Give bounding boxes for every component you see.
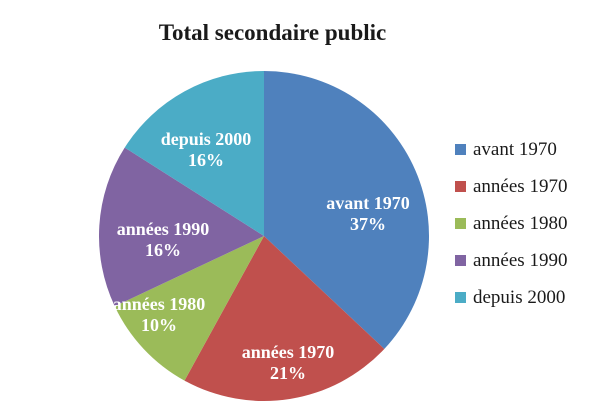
slice-label-name: années 1980 (112, 294, 206, 314)
pie-slice-années-1980 (114, 236, 264, 381)
legend-label: années 1990 (473, 249, 568, 271)
pie-slice-années-1970 (184, 236, 385, 401)
legend-item: depuis 2000 (455, 287, 567, 308)
slice-label-name: années 1970 (241, 342, 335, 362)
slice-label-avant-1970: avant 1970 37% (326, 193, 410, 235)
legend-label: depuis 2000 (473, 286, 566, 308)
slice-label-percent: 16% (188, 150, 224, 170)
legend-item: années 1990 (455, 250, 567, 271)
legend-item: années 1970 (455, 176, 567, 197)
legend-swatch-annees-1980 (455, 218, 466, 229)
slice-label-depuis-2000: depuis 2000 16% (161, 129, 252, 171)
pie-plot-area (99, 71, 429, 401)
legend-label: années 1970 (473, 175, 568, 197)
slice-label-percent: 16% (144, 240, 181, 260)
slice-label-percent: 10% (140, 315, 177, 335)
pie-slice-années-1990 (99, 147, 264, 307)
legend-swatch-depuis-2000 (455, 292, 466, 303)
slice-label-name: années 1990 (116, 219, 210, 239)
legend-item: avant 1970 (455, 139, 567, 160)
slice-label-percent: 37% (349, 214, 386, 234)
legend: avant 1970 années 1970 années 1980 année… (455, 139, 567, 308)
legend-label: avant 1970 (473, 138, 557, 160)
slice-label-annees-1970: années 1970 21% (242, 342, 335, 384)
pie-slice-avant-1970 (264, 71, 429, 349)
slice-label-name: depuis 2000 (160, 129, 252, 149)
slice-label-name: avant 1970 (326, 193, 410, 213)
slice-label-annees-1980: années 1980 10% (113, 294, 206, 336)
slice-label-percent: 21% (269, 363, 306, 383)
legend-swatch-annees-1970 (455, 181, 466, 192)
chart-title: Total secondaire public (158, 20, 387, 45)
legend-label: années 1980 (473, 212, 568, 234)
pie-slice-depuis-2000 (124, 71, 264, 236)
legend-item: années 1980 (455, 213, 567, 234)
slice-label-annees-1990: années 1990 16% (117, 219, 210, 261)
legend-swatch-avant-1970 (455, 144, 466, 155)
legend-swatch-annees-1990 (455, 255, 466, 266)
